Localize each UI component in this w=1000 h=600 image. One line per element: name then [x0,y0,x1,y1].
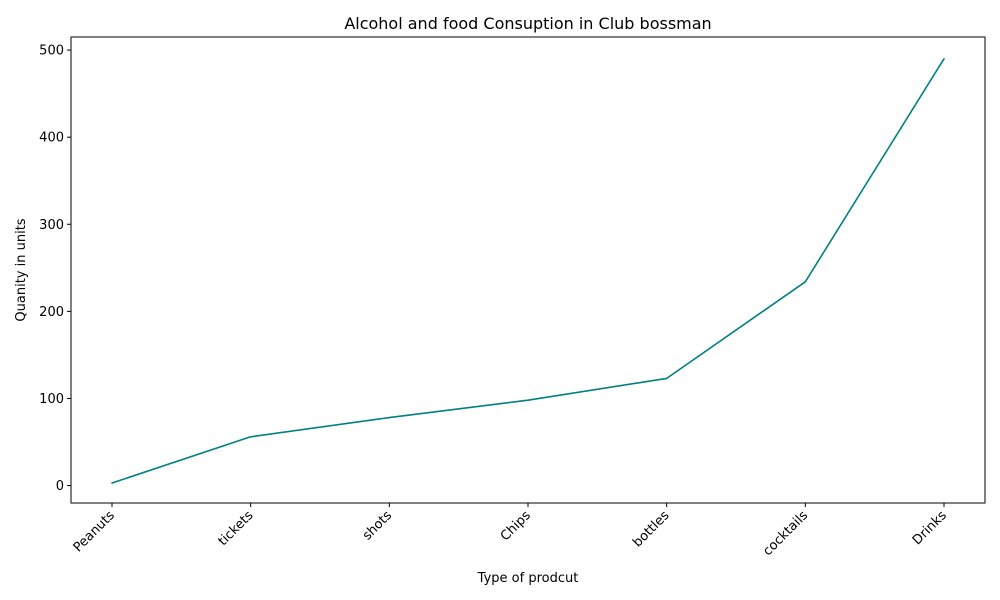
x-tick-label: Peanuts [71,508,118,555]
plot-background [71,37,985,503]
x-ticks: Peanuts tickets shots Chips bottles cocktails… [71,503,950,559]
series-layer [111,57,945,484]
data-point [111,482,113,484]
x-tick-label: Chips [498,508,534,544]
data-point [388,416,391,419]
data-point [665,377,668,380]
plot-frame [70,36,986,504]
x-tick-label: bottles [630,508,672,550]
chart-title: Alcohol and food Consuption in Club boss… [344,14,711,33]
y-tick-label: 200 [39,305,64,320]
y-tick-label: 400 [39,131,64,146]
data-point [527,399,529,402]
x-tick-label: cocktails [760,508,811,559]
y-axis-label: Quanity in units [14,218,29,321]
y-tick-label: 100 [39,392,64,407]
y-tick-label: 500 [39,44,64,59]
x-tick-label: tickets [216,508,257,549]
y-tick-label: 0 [56,479,64,494]
x-tick-label: shots [360,508,395,543]
x-axis-label: Type of prodcut [477,571,579,586]
data-point [804,280,807,283]
y-tick-label: 300 [39,218,64,233]
x-tick-label: Drinks [910,508,950,548]
data-point [249,436,252,438]
data-point [943,57,945,60]
y-ticks: 0 100 200 300 400 500 [39,44,71,494]
